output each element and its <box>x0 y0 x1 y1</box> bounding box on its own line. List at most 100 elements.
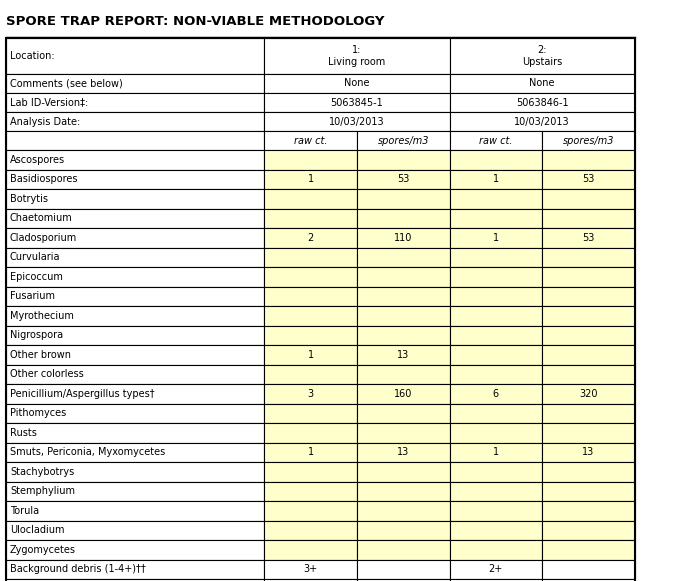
Text: 1:
Living room: 1: Living room <box>329 45 386 67</box>
Bar <box>264 267 357 286</box>
Bar <box>542 403 635 423</box>
Bar <box>6 74 264 93</box>
Bar <box>264 521 357 540</box>
Text: Stachybotrys: Stachybotrys <box>10 467 74 477</box>
Bar <box>6 443 264 462</box>
Text: Ulocladium: Ulocladium <box>10 525 64 535</box>
Bar <box>542 501 635 521</box>
Bar <box>542 462 635 482</box>
Bar <box>449 560 542 579</box>
Bar <box>264 501 357 521</box>
Bar <box>449 403 542 423</box>
Text: Fusarium: Fusarium <box>10 291 55 302</box>
Bar <box>449 228 542 248</box>
Text: 1: 1 <box>307 447 313 457</box>
Bar <box>264 150 357 170</box>
Bar <box>542 345 635 364</box>
Bar <box>6 189 264 209</box>
Text: None: None <box>529 78 555 88</box>
Bar <box>357 345 449 364</box>
Bar <box>449 345 542 364</box>
Text: 53: 53 <box>582 233 595 243</box>
Bar <box>264 228 357 248</box>
Text: Analysis Date:: Analysis Date: <box>10 117 80 127</box>
Text: 10/03/2013: 10/03/2013 <box>329 117 385 127</box>
Bar <box>357 521 449 540</box>
Bar <box>449 150 542 170</box>
Bar <box>6 170 264 189</box>
Bar <box>542 228 635 248</box>
Bar <box>264 345 357 364</box>
Bar <box>449 462 542 482</box>
Text: Pithomyces: Pithomyces <box>10 408 66 418</box>
Text: Penicillium/Aspergillus types†: Penicillium/Aspergillus types† <box>10 389 154 399</box>
Text: 3: 3 <box>307 389 313 399</box>
Bar <box>264 462 357 482</box>
Bar <box>449 286 542 306</box>
Bar <box>542 267 635 286</box>
Bar <box>449 521 542 540</box>
Bar <box>542 521 635 540</box>
Bar <box>542 579 635 581</box>
Bar <box>6 38 264 74</box>
Text: raw ct.: raw ct. <box>479 135 512 145</box>
Text: Other colorless: Other colorless <box>10 370 84 379</box>
Text: Botrytis: Botrytis <box>10 193 48 204</box>
Bar <box>6 93 264 112</box>
Text: spores/m3: spores/m3 <box>563 135 614 145</box>
Bar <box>6 384 264 403</box>
Bar <box>357 267 449 286</box>
Text: raw ct.: raw ct. <box>294 135 327 145</box>
Bar <box>264 384 357 403</box>
Text: Basidiospores: Basidiospores <box>10 174 77 184</box>
Text: 53: 53 <box>397 174 409 184</box>
Bar <box>542 189 635 209</box>
Text: Stemphylium: Stemphylium <box>10 486 75 496</box>
Bar <box>449 482 542 501</box>
Bar <box>264 579 357 581</box>
Bar <box>449 189 542 209</box>
Bar <box>6 560 264 579</box>
Text: Ascospores: Ascospores <box>10 155 65 165</box>
Bar <box>542 131 635 150</box>
Bar <box>542 423 635 443</box>
Bar <box>6 579 264 581</box>
Text: 5063846-1: 5063846-1 <box>516 98 568 107</box>
Bar <box>6 423 264 443</box>
Bar <box>357 403 449 423</box>
Bar <box>264 423 357 443</box>
Text: Nigrospora: Nigrospora <box>10 330 63 340</box>
Text: 1: 1 <box>492 233 499 243</box>
Bar <box>449 443 542 462</box>
Text: Location:: Location: <box>10 51 55 61</box>
Bar <box>449 306 542 325</box>
Text: Rusts: Rusts <box>10 428 37 437</box>
Text: 13: 13 <box>397 350 409 360</box>
Bar <box>449 540 542 560</box>
Text: Cladosporium: Cladosporium <box>10 233 77 243</box>
Bar <box>449 131 542 150</box>
Bar <box>357 501 449 521</box>
Text: 1: 1 <box>492 447 499 457</box>
Text: Lab ID-Version‡:: Lab ID-Version‡: <box>10 98 88 107</box>
Bar <box>264 325 357 345</box>
Bar <box>542 540 635 560</box>
Bar <box>6 209 264 228</box>
Text: None: None <box>344 78 370 88</box>
Bar <box>449 325 542 345</box>
Bar <box>357 306 449 325</box>
Bar <box>357 228 449 248</box>
Bar <box>357 170 449 189</box>
Bar <box>357 423 449 443</box>
Bar <box>6 521 264 540</box>
Text: spores/m3: spores/m3 <box>378 135 429 145</box>
Bar <box>357 189 449 209</box>
Bar <box>6 150 264 170</box>
Text: 320: 320 <box>579 389 598 399</box>
Bar <box>449 384 542 403</box>
Bar <box>264 93 449 112</box>
Bar <box>542 209 635 228</box>
Bar <box>6 112 264 131</box>
Bar <box>449 38 635 74</box>
Bar <box>6 228 264 248</box>
